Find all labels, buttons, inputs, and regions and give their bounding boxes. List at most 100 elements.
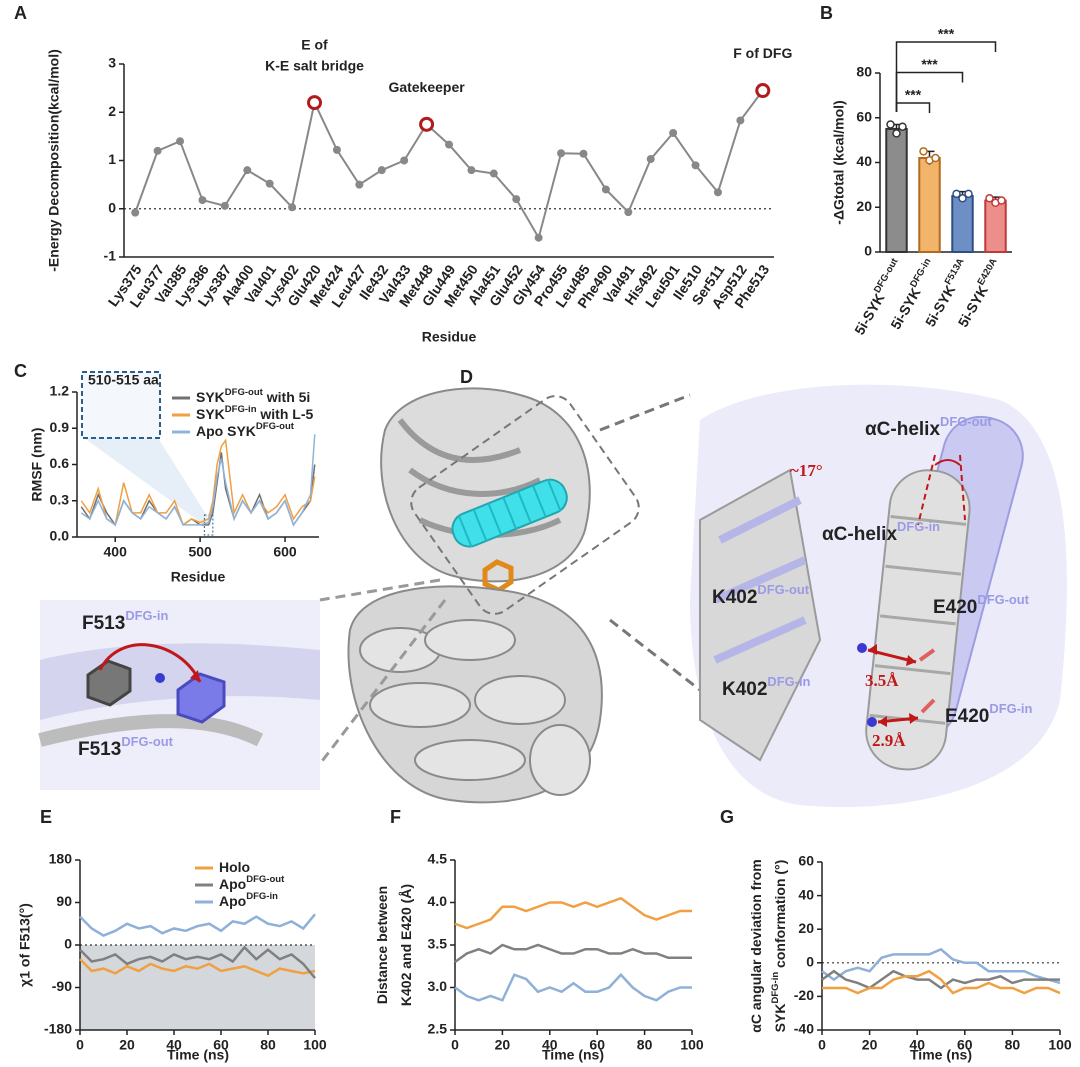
- legend-label: Holo: [219, 859, 250, 875]
- x-tick-label: 80: [260, 1037, 276, 1053]
- angle-lines: [917, 454, 966, 526]
- data-point: [243, 166, 252, 175]
- text-part: E420: [945, 706, 989, 727]
- text-part: SYK: [196, 389, 225, 405]
- structure-label: ~17°: [790, 461, 823, 480]
- bar: [918, 157, 941, 253]
- data-point: [445, 140, 453, 149]
- x-axis-label: Time (ns): [542, 1047, 604, 1063]
- y-tick-label: 60: [856, 108, 872, 124]
- text-part: 3.5Å: [865, 671, 899, 690]
- y-tick-label: -180: [44, 1021, 72, 1037]
- y-axis-label: αC angular deviation from: [748, 859, 764, 1033]
- data-line: [454, 972, 692, 1002]
- data-point: [512, 195, 521, 204]
- data-point: [669, 128, 678, 137]
- x-tick-label: 500: [188, 544, 212, 560]
- text-part: 5i-SYK: [922, 282, 958, 329]
- legend-label: ApoDFG-out: [219, 874, 285, 892]
- data-point: [931, 153, 940, 163]
- data-point: [288, 203, 297, 212]
- data-point: [964, 189, 973, 199]
- text-part: αC-helix: [865, 419, 940, 440]
- superscript: DFG-out: [225, 387, 264, 398]
- text-part: with L-5: [257, 406, 314, 422]
- text-part: Distance between: [374, 886, 390, 1004]
- text-part: K402: [712, 587, 757, 608]
- data-line: [821, 969, 1060, 990]
- superscript: F513A: [943, 256, 967, 286]
- x-tick-label: 40: [166, 1037, 182, 1053]
- superscript: DFG-out: [940, 414, 992, 429]
- bar: [885, 127, 908, 253]
- atom: [918, 648, 936, 714]
- text-part: E420: [933, 597, 977, 618]
- data-point: [579, 149, 588, 158]
- text-part: SYK: [772, 1004, 788, 1033]
- y-tick-label: 80: [856, 64, 872, 80]
- data-line: [79, 945, 316, 979]
- annotation: F of DFG: [733, 45, 792, 61]
- y-axis-label: χ1 of F513(°): [17, 903, 33, 987]
- structure-label: K402DFG-in: [722, 674, 811, 700]
- upper-lobe: [380, 387, 591, 583]
- superscript: DFG-in: [125, 608, 168, 623]
- x-tick-label: 80: [637, 1037, 653, 1053]
- structure-art: [38, 384, 1067, 808]
- data-point: [332, 145, 341, 154]
- angle-arc: [934, 459, 961, 466]
- y-tick-label: 0: [864, 243, 872, 259]
- x-axis-label: Residue: [422, 329, 477, 345]
- x-tick-label: 100: [1048, 1037, 1072, 1053]
- structure-label: E420DFG-out: [933, 592, 1030, 618]
- data-point: [736, 116, 745, 125]
- x-tick-label: 20: [119, 1037, 135, 1053]
- data-point: [601, 185, 610, 194]
- significance-label: ***: [921, 56, 938, 72]
- atom: [857, 643, 867, 653]
- y-tick-label: 4.0: [428, 893, 448, 909]
- bar: [984, 199, 1007, 254]
- text-part: K402 and E420 (Å): [398, 884, 414, 1006]
- y-axis-label: K402 and E420 (Å): [398, 884, 414, 1006]
- f513-ring: [482, 559, 514, 593]
- y-axis-label: SYKDFG-in conformation (°): [770, 860, 788, 1033]
- x-tick-label: 40: [909, 1037, 925, 1053]
- y-tick-label: 2: [108, 103, 116, 119]
- c-helix: [451, 478, 568, 548]
- superscript: DFG-in: [246, 891, 278, 902]
- data-point: [958, 194, 967, 203]
- legend-label: SYKDFG-in with L-5: [196, 404, 314, 422]
- data-line: [821, 947, 1061, 985]
- zoom-box: [410, 395, 640, 615]
- y-tick-label: 0: [64, 936, 72, 952]
- text-part: 2.9Å: [872, 731, 906, 750]
- y-tick-label: 0: [108, 199, 116, 215]
- data-point: [952, 189, 961, 199]
- panel-letter: C: [14, 361, 27, 381]
- y-tick-label: 180: [49, 851, 73, 867]
- inset-zoom: [84, 438, 213, 525]
- y-tick-label: 40: [798, 886, 814, 902]
- data-point: [646, 155, 655, 164]
- data-point: [557, 149, 566, 158]
- y-tick-label: 20: [856, 198, 872, 214]
- y-tick-label: 90: [56, 893, 72, 909]
- data-line: [454, 943, 692, 964]
- panel-letter: G: [720, 807, 734, 827]
- panel-letter: E: [40, 807, 52, 827]
- superscript: DFG-in: [225, 404, 257, 415]
- superscript: DFG-in: [989, 701, 1032, 716]
- y-tick-label: 0: [806, 954, 814, 970]
- data-line: [79, 958, 316, 978]
- y-tick-label: 3.5: [428, 936, 448, 952]
- data-point: [919, 147, 928, 156]
- atom: [867, 717, 877, 727]
- y-tick-label: 3.0: [428, 978, 448, 994]
- text-part: F513: [78, 739, 121, 760]
- y-tick-label: 2.5: [428, 1021, 448, 1037]
- text-part: αC angular deviation from: [748, 859, 764, 1033]
- text-part: ~17°: [790, 461, 823, 480]
- highlight-point: [755, 83, 771, 99]
